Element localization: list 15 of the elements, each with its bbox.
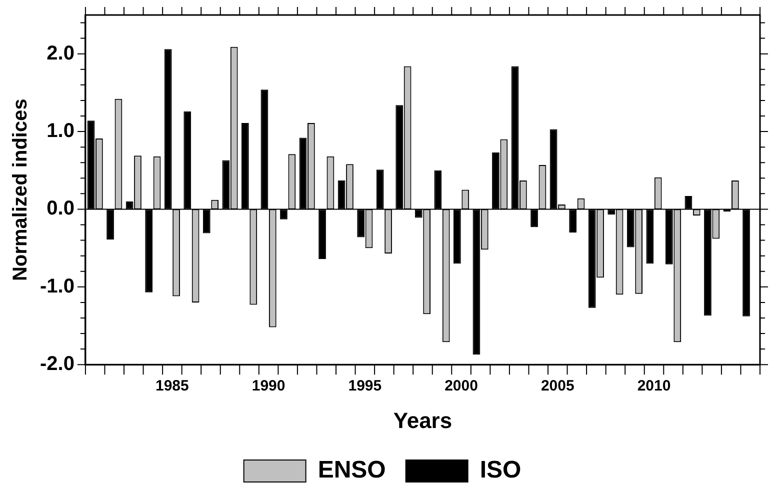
y-tick-label: 1.0 <box>46 120 74 142</box>
y-tick-label: -1.0 <box>40 275 74 298</box>
y-tick-label: 2.0 <box>46 42 74 64</box>
legend-label: ENSO <box>318 456 386 484</box>
x-tick-label: 1995 <box>348 378 382 395</box>
y-axis-title: Normalized indices <box>10 98 32 281</box>
x-axis-title: Years <box>393 408 452 433</box>
x-tick-label: 1985 <box>156 378 189 395</box>
x-tick-label: 1990 <box>252 378 286 395</box>
legend-label: ISO <box>480 456 522 484</box>
x-tick-label: 2005 <box>540 378 574 395</box>
y-tick-label: -2.0 <box>40 353 74 376</box>
x-tick-label: 2000 <box>444 378 478 395</box>
x-tick-label: 2010 <box>637 378 671 395</box>
y-tick-label: 0.0 <box>46 198 74 220</box>
